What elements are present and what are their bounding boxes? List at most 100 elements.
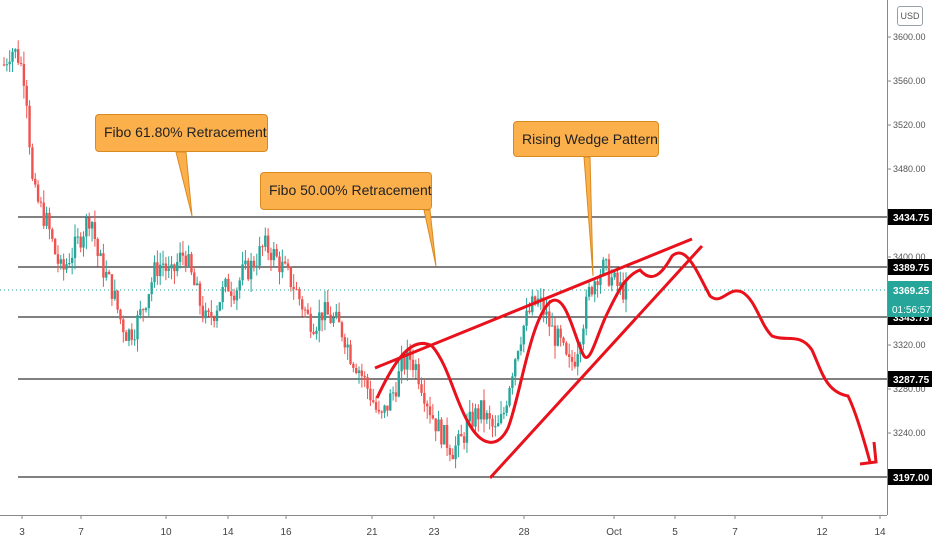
candle-body — [494, 426, 497, 428]
candle-body — [610, 277, 613, 286]
candle-body — [488, 413, 491, 419]
candle-body — [417, 364, 420, 385]
candle-body — [511, 376, 514, 389]
candle-body — [616, 272, 619, 286]
candle-body — [28, 105, 31, 148]
candle-body — [48, 212, 51, 230]
candle-body — [496, 423, 500, 427]
candle-body — [198, 283, 202, 306]
candle-body — [587, 287, 591, 297]
candle-body — [508, 388, 511, 406]
candle-body — [380, 411, 383, 413]
candle-body — [624, 280, 628, 300]
candle-body — [335, 311, 338, 318]
wedge-upper-line — [374, 237, 693, 370]
candle-body — [372, 400, 375, 403]
candle-body — [82, 236, 85, 248]
candle-body — [565, 342, 568, 355]
candle-body — [525, 310, 528, 326]
candle-body — [323, 302, 327, 321]
candle-body — [176, 261, 179, 272]
candle-body — [454, 445, 457, 460]
candle-body — [96, 238, 99, 256]
candle-body — [221, 287, 224, 303]
candle-body — [65, 264, 68, 270]
candle-body — [190, 254, 193, 273]
candle-body — [278, 256, 281, 273]
candle-body — [156, 262, 159, 277]
time-tick-label: 12 — [816, 527, 828, 538]
arrow-head — [859, 441, 878, 466]
candle-body — [374, 402, 378, 410]
candle-body — [201, 305, 205, 319]
candle-body — [167, 268, 170, 271]
candle-body — [164, 263, 168, 271]
callout-fibo-500: Fibo 50.00% Retracement — [260, 172, 432, 210]
candle-body — [266, 235, 270, 253]
candle-body — [170, 264, 173, 269]
time-tick-label: 28 — [518, 527, 530, 538]
candle-body — [391, 392, 395, 394]
pattern-drawings — [175, 151, 878, 480]
candle-body — [570, 357, 574, 362]
candle-body — [249, 260, 253, 280]
candle-body — [337, 311, 341, 323]
candle-body — [34, 178, 37, 185]
level-label-bg — [888, 469, 932, 485]
candle-body — [5, 64, 9, 66]
candle-body — [218, 302, 222, 311]
candle-body — [354, 367, 358, 374]
candle-body — [261, 246, 264, 248]
price-tick-label: 3600.00 — [893, 32, 926, 42]
time-axis[interactable]: 3 7 10 14 16 21 23 28 Oct 5 7 12 14 — [0, 515, 932, 550]
candle-body — [352, 363, 355, 368]
candle-body — [548, 311, 551, 327]
candle-body — [136, 315, 139, 340]
candle-body — [45, 212, 48, 226]
candle-body — [431, 415, 435, 419]
level-label: 3287.75 — [893, 375, 930, 386]
candle-body — [79, 236, 82, 248]
candle-body — [414, 364, 418, 371]
candle-body — [258, 246, 261, 266]
candle-body — [17, 49, 20, 63]
candle-body — [528, 310, 531, 313]
candle-body — [590, 287, 594, 295]
bar-countdown-label: 01:56:57 — [892, 305, 931, 316]
candle-body — [369, 388, 372, 401]
candle-body — [105, 271, 108, 278]
candle-body — [386, 405, 389, 411]
candle-body — [139, 309, 142, 316]
callout-pointer-fibo-618 — [175, 151, 193, 217]
candle-body — [400, 356, 403, 372]
candle-body — [573, 361, 577, 367]
time-tick-label: 16 — [280, 527, 292, 538]
level-label-bg — [888, 259, 932, 275]
candle-body — [445, 424, 449, 448]
candle-body — [479, 400, 483, 420]
candle-body — [451, 454, 454, 460]
candle-body — [187, 254, 190, 266]
time-tick-label: 10 — [160, 527, 172, 538]
candle-body — [62, 259, 65, 270]
candle-body — [533, 296, 537, 305]
candle-body — [147, 294, 151, 309]
candle-body — [596, 281, 599, 286]
candle-body — [14, 49, 17, 52]
time-tick-label: 5 — [672, 527, 678, 538]
candle-body — [107, 271, 111, 275]
candle-body — [133, 339, 136, 341]
candle-body — [193, 272, 196, 286]
currency-badge[interactable]: USD — [897, 6, 923, 26]
price-tick-label: 3320.00 — [893, 340, 926, 350]
candle-body — [539, 297, 542, 299]
candle-body — [153, 262, 156, 283]
candle-body — [315, 330, 318, 334]
candle-body — [329, 314, 332, 323]
candle-body — [224, 278, 227, 288]
candle-body — [281, 261, 284, 273]
candle-body — [471, 411, 474, 427]
candle-body — [343, 337, 347, 348]
candle-body — [505, 405, 508, 413]
